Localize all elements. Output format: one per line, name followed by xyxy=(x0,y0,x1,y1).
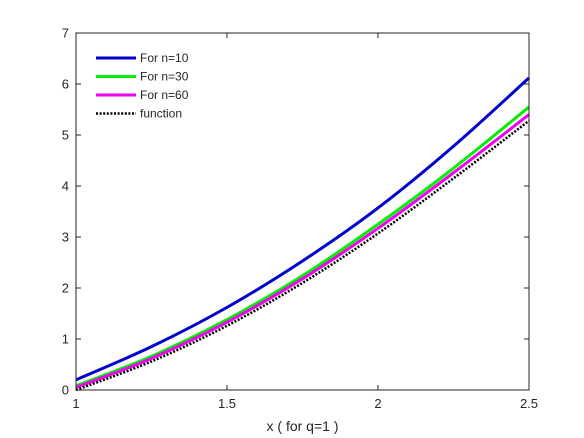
x-tick-label: 1.5 xyxy=(218,396,236,411)
axes-layer xyxy=(75,32,530,391)
y-tick-label: 5 xyxy=(62,128,69,143)
y-tick-label: 2 xyxy=(62,281,69,296)
x-tick-label: 2 xyxy=(374,396,381,411)
legend-label-for-n-30: For n=30 xyxy=(140,70,189,84)
legend-label-function: function xyxy=(140,107,182,121)
y-tick-label: 6 xyxy=(62,77,69,92)
x-tick-label: 1 xyxy=(72,396,79,411)
x-tick-label: 2.5 xyxy=(520,396,538,411)
series-line-for-n-60 xyxy=(75,113,530,389)
y-tick-label: 4 xyxy=(62,179,69,194)
y-tick-label: 0 xyxy=(62,383,69,398)
series-line-for-n-10 xyxy=(75,76,531,382)
axes-box xyxy=(75,32,530,391)
legend-label-for-n-10: For n=10 xyxy=(140,51,189,65)
series-line-for-n-30 xyxy=(75,105,530,388)
y-tick-label: 3 xyxy=(62,230,69,245)
legend: For n=10 For n=30 For n=60 function xyxy=(96,51,189,121)
series-layer xyxy=(75,76,531,392)
y-tick-label: 7 xyxy=(62,26,69,41)
x-axis-label: x ( for q=1 ) xyxy=(267,418,339,434)
y-tick-label: 1 xyxy=(62,332,69,347)
series-line-function xyxy=(75,119,530,392)
legend-label-for-n-60: For n=60 xyxy=(140,88,189,102)
plot-area xyxy=(76,33,529,390)
